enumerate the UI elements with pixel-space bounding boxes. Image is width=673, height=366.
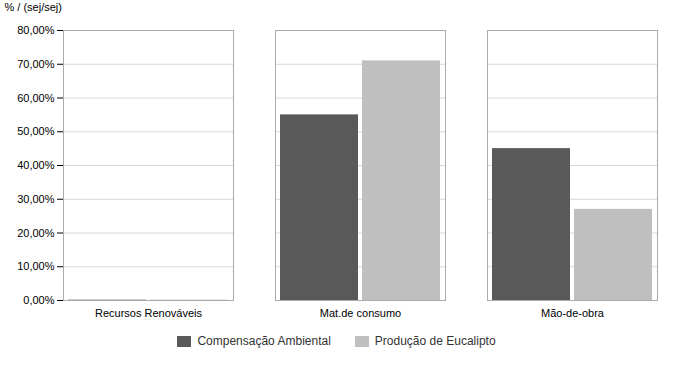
svg-text:10,00%: 10,00% [17, 260, 55, 272]
svg-text:0,00%: 0,00% [23, 294, 54, 306]
svg-text:40,00%: 40,00% [17, 159, 55, 171]
svg-text:Recursos Renováveis: Recursos Renováveis [95, 307, 202, 319]
svg-text:60,00%: 60,00% [17, 92, 55, 104]
svg-text:80,00%: 80,00% [17, 24, 55, 36]
html-text:Produção de Eucalipto: Produção de Eucalipto [374, 334, 496, 348]
svg-text:Mat.de consumo: Mat.de consumo [320, 307, 401, 319]
html-text:Compensação Ambiental: Compensação Ambiental [197, 334, 331, 348]
svg-text:% / (sej/sej): % / (sej/sej) [5, 1, 62, 13]
svg-text:70,00%: 70,00% [17, 58, 55, 70]
svg-text:50,00%: 50,00% [17, 125, 55, 137]
svg-text:30,00%: 30,00% [17, 193, 55, 205]
svg-text:20,00%: 20,00% [17, 227, 55, 239]
svg-text:Mão-de-obra: Mão-de-obra [541, 307, 605, 319]
